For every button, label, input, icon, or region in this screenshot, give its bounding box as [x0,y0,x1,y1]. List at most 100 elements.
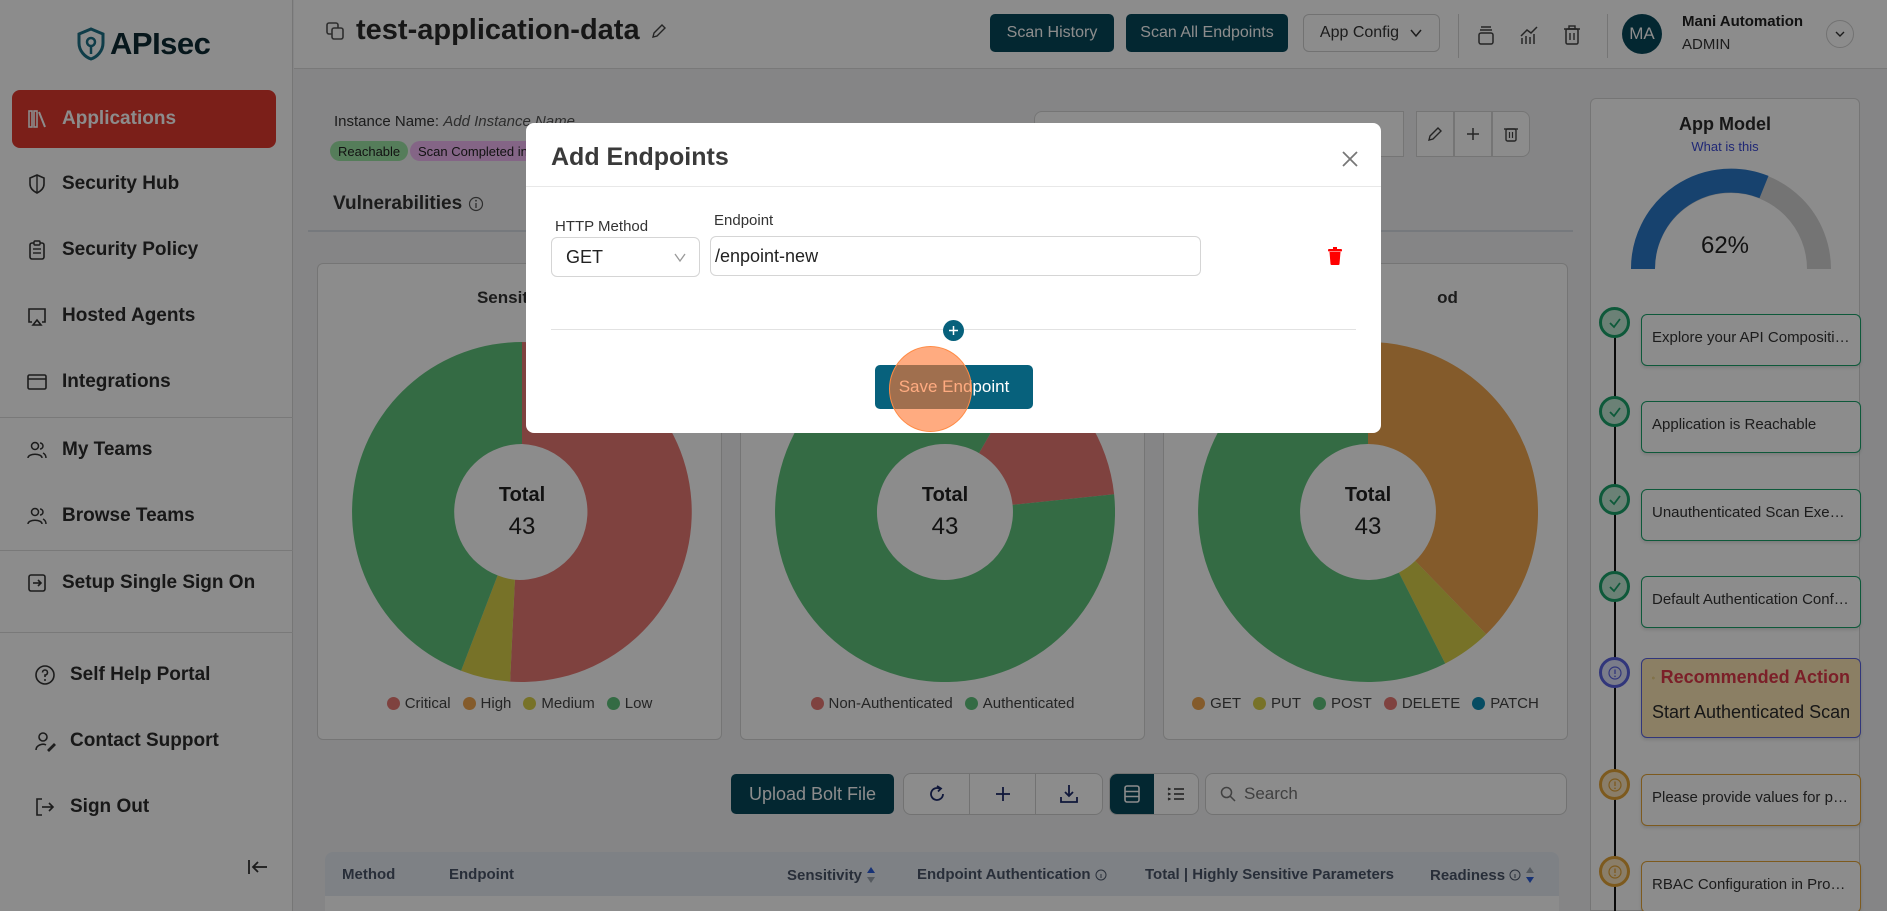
step-unauthenticated-scan[interactable]: Unauthenticated Scan Executed [1641,489,1861,541]
step-application-reachable[interactable]: Application is Reachable [1641,401,1861,453]
sidebar-divider [0,632,293,633]
sidebar-item-integrations[interactable]: Integrations [12,353,276,411]
edit-title-icon[interactable] [650,22,668,40]
sidebar-item-label: Sign Out [70,796,150,817]
user-role: ADMIN [1682,36,1731,53]
step-warning-icon [1599,856,1630,887]
upload-bolt-file-button[interactable]: Upload Bolt File [731,774,894,814]
info-icon[interactable] [1509,869,1521,881]
legend-item-medium[interactable]: Medium [523,695,595,712]
column-readiness[interactable]: Readiness [1430,866,1535,884]
analytics-icon[interactable] [1518,24,1540,46]
stack-icon[interactable] [1475,24,1497,46]
legend-label: GET [1210,695,1241,712]
step-rbac-configuration[interactable]: RBAC Configuration in Progress [1641,861,1861,911]
chart-legend: GET PUT POST DELETE PATCH [1164,695,1567,712]
sidebar-item-security-policy[interactable]: Security Policy [12,221,276,279]
refresh-button[interactable] [904,774,970,814]
avatar[interactable]: MA [1622,14,1662,54]
add-endpoint-button[interactable] [970,774,1036,814]
table-view-button[interactable] [1110,774,1154,814]
close-icon[interactable] [1338,147,1362,171]
step-done-icon [1599,396,1630,427]
chevron-down-icon [674,253,686,263]
sidebar: APIsec Applications Security Hub Securit… [0,0,293,911]
donut-center: Total 43 [1198,342,1538,682]
sidebar-item-security-hub[interactable]: Security Hub [12,155,276,213]
step-default-auth[interactable]: Default Authentication Configured [1641,576,1861,628]
info-icon[interactable] [468,196,484,212]
legend-item-non-authenticated[interactable]: Non-Authenticated [810,695,953,712]
save-endpoint-button[interactable]: Save Endpoint [875,365,1033,409]
chart-legend: Critical High Medium Low [318,695,721,712]
copy-icon[interactable] [324,20,346,42]
delete-row-icon[interactable] [1328,247,1342,265]
download-button[interactable] [1036,774,1102,814]
user-menu-button[interactable] [1826,20,1854,48]
donut-center: Total 43 [775,342,1115,682]
tab-vulnerabilities[interactable]: Vulnerabilities [333,193,484,215]
step-done-icon [1599,307,1630,338]
collapse-sidebar-icon[interactable] [246,856,270,878]
info-icon[interactable] [1095,869,1107,881]
edit-instance-button[interactable] [1416,111,1454,157]
sort-icon[interactable] [866,866,876,884]
legend-item-patch[interactable]: PATCH [1472,695,1539,712]
column-sensitivity[interactable]: Sensitivity [787,866,876,884]
sidebar-item-setup-sso[interactable]: Setup Single Sign On [12,554,276,612]
scan-all-endpoints-button[interactable]: Scan All Endpoints [1126,14,1288,52]
legend-label: POST [1331,695,1372,712]
column-method[interactable]: Method [342,866,396,883]
sidebar-item-my-teams[interactable]: My Teams [12,421,276,479]
endpoint-input[interactable] [710,236,1201,276]
sidebar-item-label: Hosted Agents [62,305,196,326]
sidebar-item-label: My Teams [62,439,153,460]
sign-out-icon [36,798,55,816]
step-recommended-action[interactable]: Recommended Action Start Authenticated S… [1641,658,1861,738]
app-config-label: App Config [1319,24,1400,41]
delete-instance-button[interactable] [1492,111,1530,157]
apisec-logo[interactable]: APIsec [76,26,211,62]
legend-item-put[interactable]: PUT [1253,695,1301,712]
legend-item-low[interactable]: Low [606,695,652,712]
trash-icon[interactable] [1561,24,1583,46]
add-instance-button[interactable] [1454,111,1492,157]
sidebar-item-label: Browse Teams [62,505,195,526]
column-sensitive-parameters[interactable]: Total | Highly Sensitive Parameters [1145,866,1395,883]
http-method-select[interactable]: GET [551,237,700,277]
legend-item-critical[interactable]: Critical [386,695,451,712]
sidebar-item-sign-out[interactable]: Sign Out [20,778,284,836]
column-endpoint[interactable]: Endpoint [449,866,514,883]
legend-item-get[interactable]: GET [1192,695,1241,712]
shield-lock-icon [77,27,105,61]
plus-icon [1467,128,1479,140]
sidebar-item-contact-support[interactable]: Contact Support [20,712,284,770]
legend-item-delete[interactable]: DELETE [1383,695,1460,712]
sidebar-item-browse-teams[interactable]: Browse Teams [12,487,276,545]
column-label: Endpoint Authentication [917,866,1091,883]
search-input[interactable] [1244,784,1544,804]
list-view-button[interactable] [1154,774,1198,814]
legend-item-high[interactable]: High [462,695,511,712]
library-icon [28,110,46,128]
sidebar-item-label: Integrations [62,371,171,392]
app-config-dropdown[interactable]: App Config [1303,14,1440,52]
step-explore-api[interactable]: Explore your API Composition [1641,314,1861,366]
sidebar-item-applications[interactable]: Applications [12,90,276,148]
app-model-title: App Model [1679,114,1771,134]
sidebar-item-self-help-portal[interactable]: Self Help Portal [20,646,284,704]
add-endpoint-row-button[interactable] [943,320,964,341]
donut-center: Total 43 [352,342,692,682]
sort-icon[interactable] [1525,866,1535,884]
endpoint-label: Endpoint [714,212,774,229]
timeline-line [1614,324,1616,911]
what-is-this-link[interactable]: What is this [1691,139,1759,154]
legend-item-post[interactable]: POST [1313,695,1372,712]
status-badge-scan: Scan Completed in [410,141,536,161]
legend-item-authenticated[interactable]: Authenticated [964,695,1075,712]
add-endpoints-modal: Add Endpoints HTTP Method Endpoint GET S… [526,123,1381,433]
sidebar-item-hosted-agents[interactable]: Hosted Agents [12,287,276,345]
scan-history-button[interactable]: Scan History [990,14,1114,52]
column-endpoint-authentication[interactable]: Endpoint Authentication [917,866,1107,883]
step-provide-values[interactable]: Please provide values for parameters [1641,774,1861,826]
